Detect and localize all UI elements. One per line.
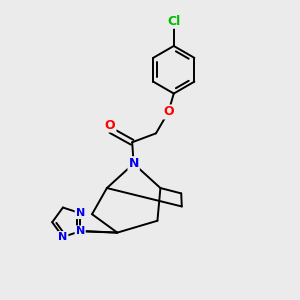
Text: N: N [58, 232, 68, 242]
Text: O: O [163, 106, 174, 118]
Text: N: N [76, 208, 85, 218]
Text: N: N [128, 157, 139, 170]
Text: O: O [105, 118, 116, 131]
Text: Cl: Cl [167, 15, 180, 28]
Text: N: N [76, 226, 85, 236]
